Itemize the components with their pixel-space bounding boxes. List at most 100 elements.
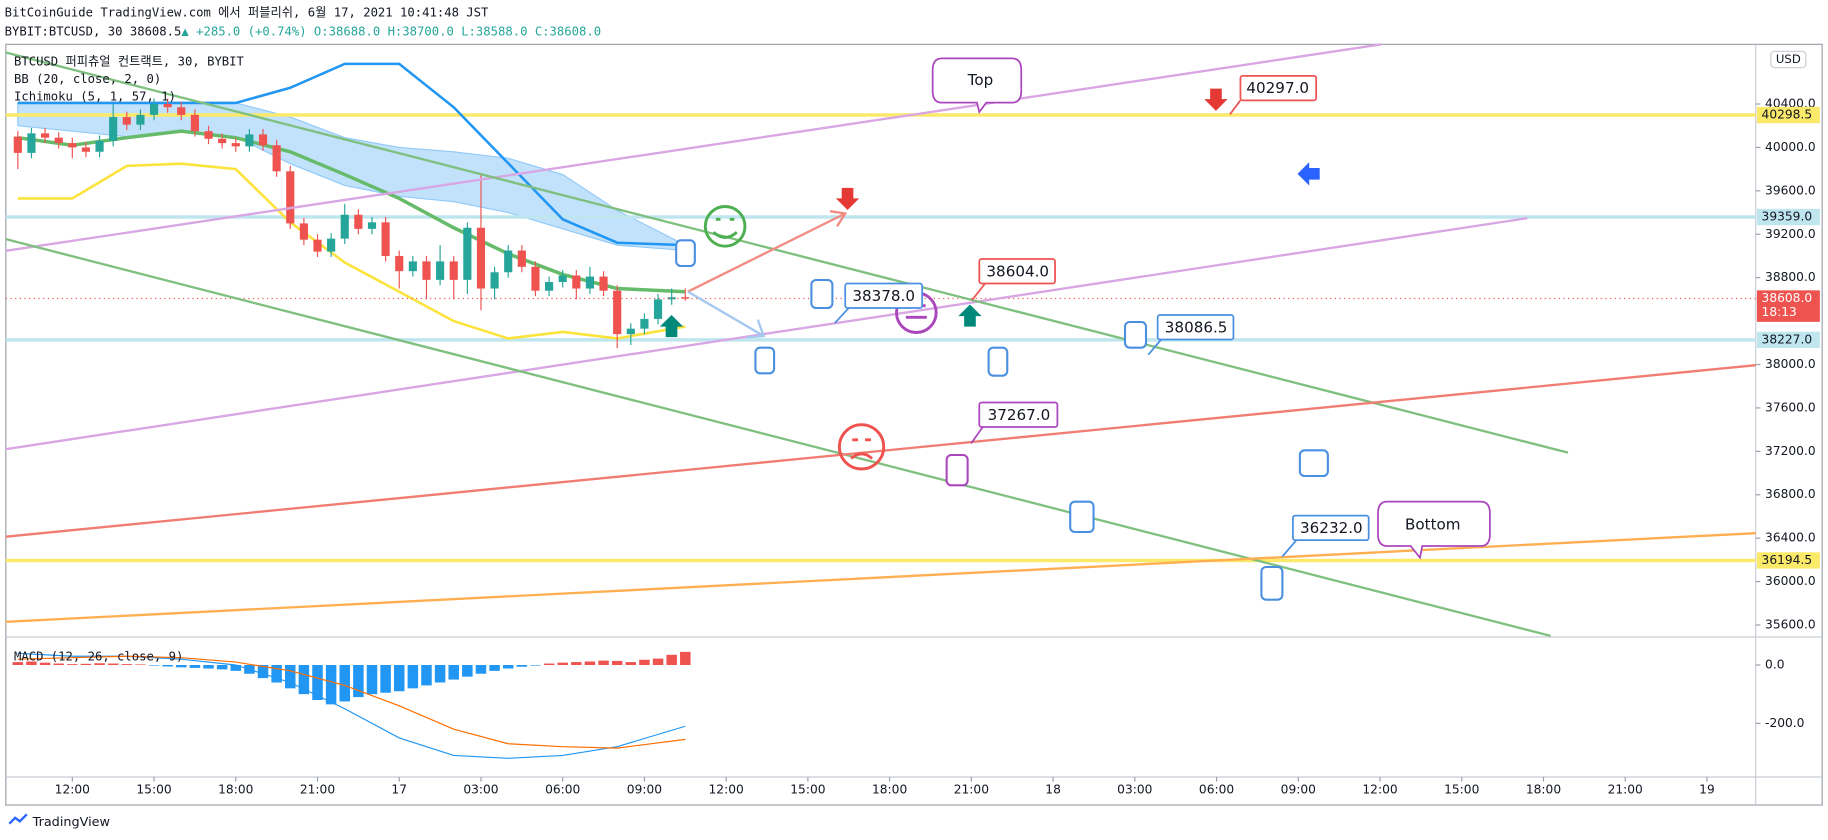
trend-line bbox=[5, 238, 1551, 637]
candle-body bbox=[163, 104, 172, 108]
candle-body bbox=[422, 261, 431, 280]
y-tick-label: 36800.0 bbox=[1765, 487, 1816, 501]
price-badge-label: 39359.0 bbox=[1762, 210, 1813, 224]
candle-body bbox=[13, 136, 22, 153]
candle-body bbox=[81, 147, 91, 152]
candle-body bbox=[681, 297, 690, 299]
x-tick-label: 18 bbox=[1045, 782, 1061, 796]
histogram-bar bbox=[271, 665, 282, 683]
candle-body bbox=[231, 143, 240, 147]
candle-body bbox=[218, 138, 227, 144]
ohlc: O:38688.0 H:38700.0 L:38588.0 C:38608.0 bbox=[314, 24, 601, 38]
x-tick-label: 21:00 bbox=[1608, 782, 1643, 796]
price-badge bbox=[1756, 106, 1820, 124]
histogram-bar bbox=[189, 665, 201, 668]
y-tick-label: 35600.0 bbox=[1765, 617, 1816, 631]
arrow-icons bbox=[659, 88, 1320, 338]
x-tick-label: 03:00 bbox=[463, 782, 498, 796]
candle-body bbox=[613, 290, 622, 335]
histogram-bar bbox=[12, 662, 24, 665]
arrow bbox=[687, 290, 766, 339]
candle-body bbox=[640, 318, 649, 329]
candle-body bbox=[381, 222, 390, 256]
candle-body bbox=[299, 223, 308, 240]
histogram-bar bbox=[557, 662, 568, 665]
x-tick-label: 09:00 bbox=[1281, 782, 1316, 796]
trend-line bbox=[5, 43, 1382, 252]
histogram-bar bbox=[530, 665, 541, 666]
histogram-bar bbox=[448, 665, 459, 680]
candle-body bbox=[40, 133, 50, 138]
y-tick-label: 37600.0 bbox=[1765, 400, 1816, 414]
publisher: BitCoinGuide TradingView.com 에서 퍼블리쉬, 6월… bbox=[5, 5, 489, 19]
indicator-title: BB (20, close, 2, 0) bbox=[14, 72, 161, 86]
histogram-bar bbox=[230, 665, 242, 671]
histogram-bar bbox=[516, 665, 528, 667]
y-tick-label: 39200.0 bbox=[1765, 227, 1816, 241]
y-tick-label: 40000.0 bbox=[1765, 140, 1816, 154]
candle-body bbox=[54, 137, 63, 144]
trend-line bbox=[5, 532, 1756, 623]
currency-box bbox=[1770, 50, 1807, 69]
histogram-bar bbox=[489, 665, 500, 671]
candle-body bbox=[354, 214, 363, 229]
histogram-bar bbox=[203, 665, 214, 669]
candle-body bbox=[599, 276, 608, 291]
histogram-bar bbox=[462, 665, 473, 677]
candle-body bbox=[572, 275, 581, 289]
candle-body bbox=[408, 261, 417, 272]
histogram-bar bbox=[502, 665, 514, 669]
candle-body bbox=[504, 250, 513, 273]
annotation: 38604.0 bbox=[986, 262, 1049, 280]
macd-line bbox=[17, 655, 686, 749]
arrow bbox=[687, 210, 848, 293]
symbol: BYBIT:BTCUSD, 30 bbox=[5, 24, 123, 38]
x-tick-label: 15:00 bbox=[136, 782, 171, 796]
histogram-bar bbox=[353, 665, 364, 698]
histogram-bar bbox=[257, 665, 269, 679]
candle-body bbox=[149, 104, 159, 115]
histogram-bar bbox=[298, 665, 310, 695]
candle-body bbox=[490, 272, 499, 289]
candle-body bbox=[531, 266, 540, 291]
candle-body bbox=[653, 299, 663, 319]
price-badge bbox=[1756, 552, 1820, 569]
histogram-bar bbox=[666, 654, 677, 665]
candle-body bbox=[27, 133, 36, 153]
indicator-title: MACD (12, 26, close, 9) bbox=[14, 649, 183, 663]
x-tick-label: 18:00 bbox=[1526, 782, 1561, 796]
candle-body bbox=[177, 107, 186, 115]
x-tick-label: 21:00 bbox=[300, 782, 335, 796]
annotation: 38086.5 bbox=[1165, 318, 1228, 336]
last: 38608.5 bbox=[130, 24, 182, 38]
price-badge bbox=[1756, 331, 1820, 349]
x-tick-label: 15:00 bbox=[1444, 782, 1479, 796]
footer: TradingView bbox=[32, 815, 110, 830]
x-tick-label: 12:00 bbox=[1362, 782, 1397, 796]
callout-texts: Top 40297.0 38604.0 37267.0 38378.0 3808… bbox=[852, 71, 1460, 537]
x-tick-label: 03:00 bbox=[1117, 782, 1152, 796]
candle-body bbox=[626, 328, 635, 335]
candle-body bbox=[395, 255, 404, 272]
annotation: 40297.0 bbox=[1246, 79, 1309, 97]
price-badge-label: 36194.5 bbox=[1762, 553, 1813, 567]
y-tick-label: 0.0 bbox=[1765, 657, 1784, 671]
candle-body bbox=[245, 134, 254, 147]
x-tick-label: 12:00 bbox=[55, 782, 90, 796]
trend-line bbox=[5, 51, 1569, 454]
histogram-bar bbox=[162, 665, 173, 667]
histogram-bar bbox=[80, 663, 92, 665]
histogram-bar bbox=[94, 663, 105, 665]
histogram-bar bbox=[285, 665, 296, 689]
candle-body bbox=[667, 297, 676, 300]
histogram-bar bbox=[611, 660, 623, 665]
countdown: 18:13 bbox=[1762, 305, 1797, 319]
histogram-bar bbox=[434, 665, 446, 683]
bollinger-line bbox=[17, 162, 686, 340]
candle-body bbox=[463, 227, 472, 280]
histogram-bar bbox=[421, 665, 432, 686]
candle-body bbox=[68, 143, 77, 148]
histogram-bar bbox=[325, 665, 337, 705]
y-tick-label: 36000.0 bbox=[1765, 574, 1816, 588]
